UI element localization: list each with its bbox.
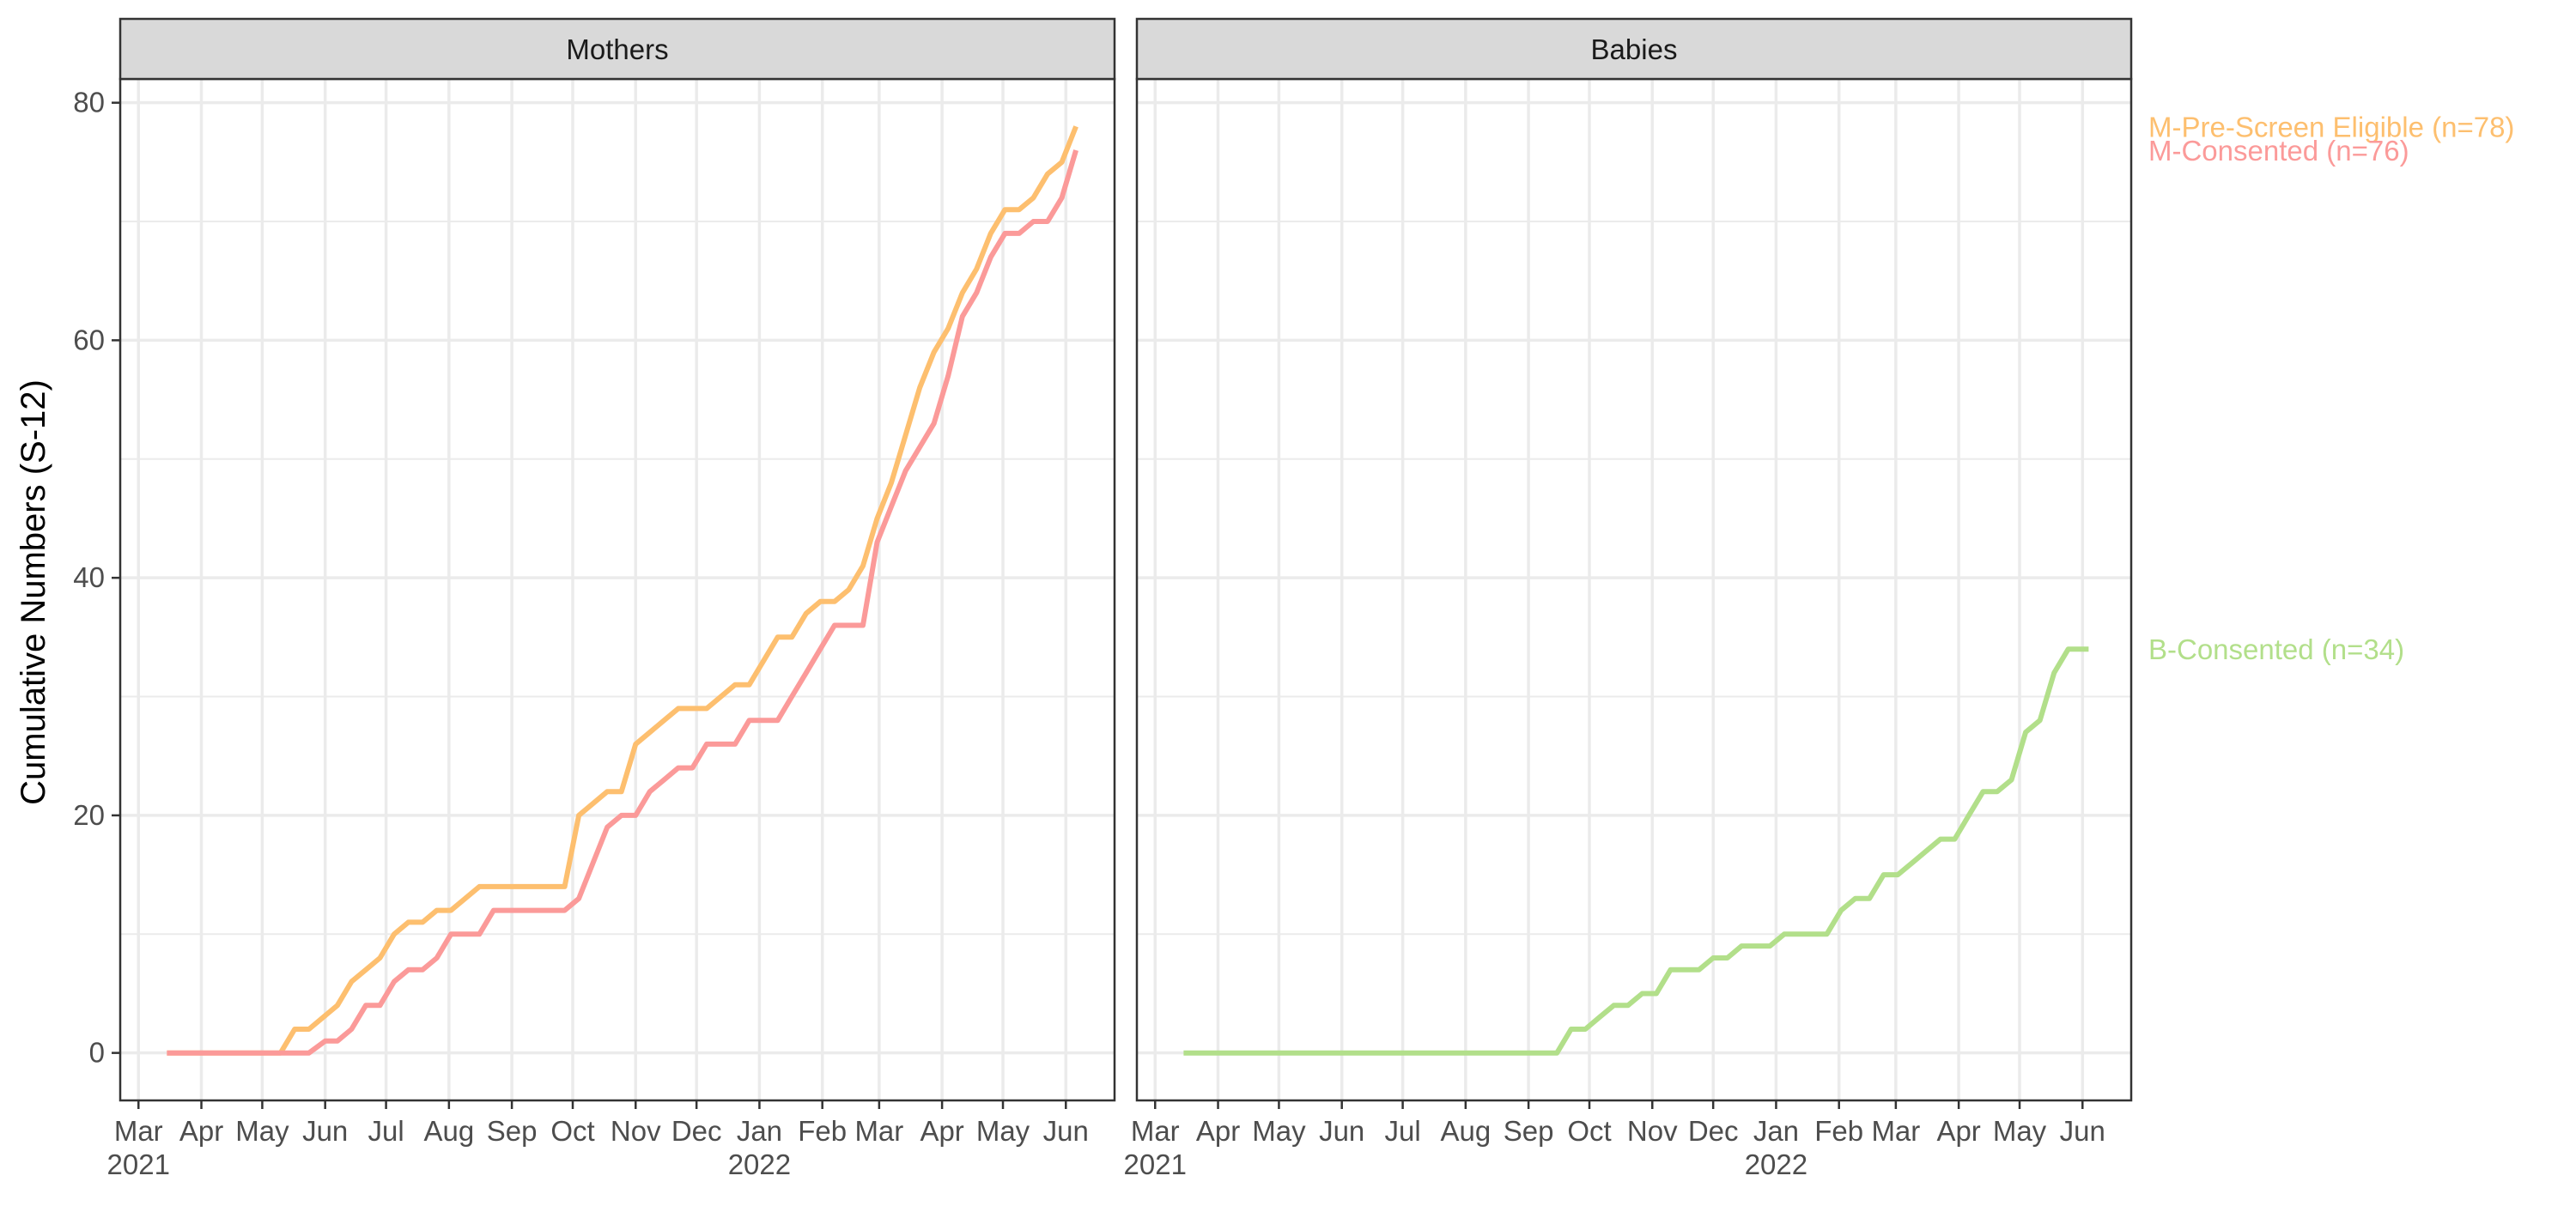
x-tick-year-label: 2022 — [728, 1148, 791, 1180]
x-tick-label: Apr — [179, 1115, 223, 1147]
x-tick-label: Oct — [550, 1115, 594, 1147]
x-tick-label: Mar — [114, 1115, 163, 1147]
x-tick-label: Aug — [423, 1115, 474, 1147]
x-tick-label: Mar — [1131, 1115, 1180, 1147]
facet-strip — [118, 17, 1116, 81]
x-tick-label: Jun — [1319, 1115, 1364, 1147]
panel-background — [120, 79, 1115, 1100]
x-tick-label: Jun — [2060, 1115, 2105, 1147]
x-tick-year-label: 2021 — [107, 1148, 170, 1180]
x-tick-label: Dec — [1688, 1115, 1739, 1147]
y-tick-label: 0 — [89, 1037, 105, 1069]
facet-label: Mothers — [566, 33, 668, 65]
x-tick-label: Oct — [1567, 1115, 1611, 1147]
y-axis-title: Cumulative Numbers (S-12) — [15, 379, 52, 805]
y-tick-label: 40 — [73, 561, 105, 593]
x-tick-label: Aug — [1440, 1115, 1491, 1147]
x-tick-year-label: 2021 — [1124, 1148, 1187, 1180]
series-line — [167, 125, 1078, 1056]
x-tick-label: Mar — [854, 1115, 903, 1147]
x-tick-label: Feb — [1814, 1115, 1863, 1147]
x-tick-label: Sep — [1504, 1115, 1554, 1147]
series-end-label: B-Consented (n=34) — [2148, 633, 2404, 665]
x-tick-label: Apr — [920, 1115, 963, 1147]
series-end-label: M-Consented (n=76) — [2148, 135, 2409, 167]
x-tick-year-label: 2022 — [1745, 1148, 1807, 1180]
facet-label: Babies — [1591, 33, 1678, 65]
x-tick-label: Mar — [1871, 1115, 1920, 1147]
x-tick-label: Jan — [737, 1115, 782, 1147]
x-tick-label: Sep — [487, 1115, 538, 1147]
x-tick-label: May — [1252, 1115, 1306, 1147]
series-line — [1183, 646, 2089, 1056]
x-tick-label: Nov — [611, 1115, 661, 1147]
x-tick-label: Feb — [798, 1115, 847, 1147]
series-labels: M-Pre-Screen Eligible (n=78)M-Consented … — [2148, 111, 2514, 665]
x-tick-label: Jun — [1043, 1115, 1089, 1147]
x-tick-label: May — [976, 1115, 1030, 1147]
panel-background — [1137, 79, 2131, 1100]
x-tick-label: Jul — [368, 1115, 404, 1147]
x-tick-label: Jun — [302, 1115, 348, 1147]
y-tick-label: 20 — [73, 799, 105, 831]
x-tick-label: Jan — [1753, 1115, 1799, 1147]
y-tick-label: 60 — [73, 324, 105, 355]
x-tick-label: Jul — [1384, 1115, 1420, 1147]
x-tick-label: Dec — [671, 1115, 722, 1147]
x-tick-label: Apr — [1196, 1115, 1240, 1147]
x-tick-label: Nov — [1627, 1115, 1678, 1147]
series-end-label: M-Pre-Screen Eligible (n=78) — [2148, 111, 2514, 142]
x-tick-label: Apr — [1936, 1115, 1980, 1147]
x-tick-label: May — [1993, 1115, 2047, 1147]
x-tick-label: May — [235, 1115, 289, 1147]
facet-strip — [1135, 17, 2133, 81]
y-tick-label: 80 — [73, 87, 105, 118]
series-line — [167, 149, 1078, 1056]
